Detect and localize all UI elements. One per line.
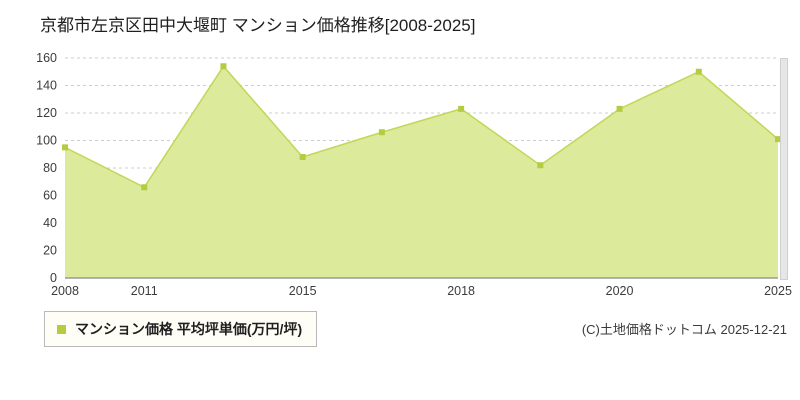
svg-text:2011: 2011 (131, 284, 158, 298)
svg-text:2018: 2018 (447, 284, 475, 298)
svg-text:2015: 2015 (289, 284, 317, 298)
svg-text:40: 40 (43, 216, 57, 230)
price-trend-area-chart: 0 20 40 60 80 100 120 140 160 2008 2011 2015 2018 202… (36, 51, 792, 298)
copyright-text: (C)土地価格ドットコム 2025-12-21 (581, 322, 787, 337)
svg-text:2008: 2008 (51, 284, 79, 298)
svg-text:20: 20 (43, 244, 57, 258)
svg-text:120: 120 (36, 106, 57, 120)
chart-title: 京都市左京区田中大堰町 マンション価格推移[2008-2025] (40, 16, 476, 35)
svg-text:140: 140 (36, 79, 57, 93)
chart-right-border (780, 58, 788, 280)
chart-legend: マンション価格 平均坪単価(万円/坪) (44, 311, 318, 347)
svg-text:60: 60 (43, 189, 57, 203)
legend-marker-icon (57, 324, 66, 334)
legend-label: マンション価格 平均坪単価(万円/坪) (75, 321, 303, 337)
svg-text:160: 160 (36, 51, 57, 65)
svg-text:80: 80 (43, 161, 57, 175)
svg-text:2020: 2020 (606, 284, 634, 298)
svg-text:100: 100 (36, 134, 57, 148)
svg-text:2025: 2025 (764, 284, 792, 298)
svg-text:0: 0 (50, 271, 57, 285)
